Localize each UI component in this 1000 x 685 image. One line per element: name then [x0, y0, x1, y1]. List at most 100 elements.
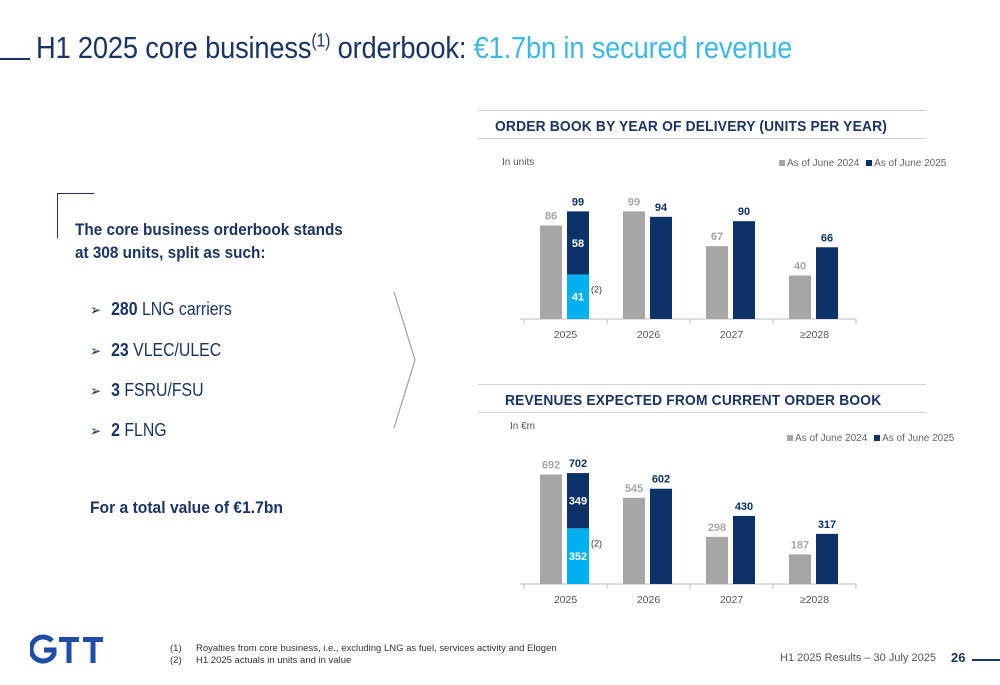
data-label-2025-actual: 41: [572, 292, 584, 304]
intro-bracket: [57, 193, 94, 238]
bullet-arrow-icon: ➢: [90, 423, 102, 440]
legend-label-2024: As of June 2024: [795, 433, 868, 444]
bar-2024: [540, 474, 562, 584]
bar-2024: [623, 497, 645, 584]
data-label-2025: 602: [652, 474, 670, 486]
footnote-ref-2: (2): [591, 538, 602, 548]
footnote-1: (1) Royalties from core business, i.e., e…: [170, 643, 557, 654]
chart-revenues-expected: 692 352 349 (2) 702 2025 545 602 2026 298 430 2027 1…: [520, 458, 857, 606]
data-label-2025: 94: [655, 202, 668, 214]
data-label-2024: 67: [711, 231, 723, 243]
total-value-text: For a total value of €1.7bn: [90, 498, 283, 517]
title-footnote-ref: (1): [311, 30, 331, 51]
footnote-ref-2: (2): [591, 284, 602, 294]
legend-swatch-2024: [787, 435, 793, 441]
bullet-number: 2: [111, 420, 120, 440]
bar-2025: [816, 533, 838, 584]
bullet-flng: ➢ 2 FLNG: [90, 420, 167, 441]
bar-2025-remaining: [567, 211, 589, 275]
bar-2024: [706, 246, 728, 319]
bullet-label: FLNG: [119, 420, 167, 440]
bullet-label: LNG carriers: [137, 299, 232, 319]
legend-swatch-2025: [866, 160, 873, 166]
footnote-2: (2) H1 2025 actuals in units and in value: [170, 655, 351, 666]
bar-2025-remaining: [567, 473, 589, 529]
bullet-arrow-icon: ➢: [90, 302, 102, 319]
bar-2024: [789, 554, 811, 584]
bullet-number: 3: [111, 380, 120, 400]
bar-2024: [540, 225, 562, 319]
x-tick-label: ≥2028: [800, 594, 829, 606]
data-label-2024: 692: [542, 460, 560, 472]
data-label-2025: 317: [818, 519, 836, 531]
bar-2025-actual: [567, 274, 589, 319]
data-label-2024: 545: [625, 483, 643, 495]
bar-2025: [816, 247, 838, 319]
title-accent: €1.7bn in secured revenue: [473, 30, 793, 65]
chart2-legend: As of June 2024 As of June 2025: [787, 433, 954, 444]
title-mid: orderbook:: [330, 30, 474, 65]
chart2-unit-label: In €m: [510, 421, 536, 432]
x-tick-label: 2025: [554, 594, 578, 606]
chart1-bottom-rule: [478, 138, 926, 139]
data-label-2025-remaining: 349: [569, 496, 587, 508]
chart1-legend: As of June 2024 As of June 2025: [779, 158, 946, 169]
x-tick-label: 2026: [637, 329, 661, 341]
x-tick-label: 2027: [720, 594, 744, 606]
gtt-logo: [30, 634, 103, 664]
page-title: H1 2025 core business(1) orderbook: €1.7…: [36, 30, 792, 66]
data-label-2024: 40: [794, 261, 806, 273]
bullet-label: VLEC/ULEC: [128, 340, 222, 360]
x-tick-label: 2027: [720, 329, 744, 341]
title-rule: [0, 58, 30, 60]
bar-2025: [733, 515, 755, 584]
footnote-number: (1): [170, 643, 182, 654]
bar-2024: [706, 536, 728, 584]
bar-2024: [623, 211, 645, 319]
chart-orderbook-units: 86 41 58 (2) 99 2025 99 94 2026 67 90 2027 40 66 ≥2028: [520, 196, 857, 341]
data-label-2024: 298: [708, 522, 726, 534]
legend-label-2024: As of June 2024: [787, 158, 860, 169]
data-label-2025: 702: [569, 458, 587, 470]
footnote-text: Royalties from core business, i.e., excl…: [196, 643, 557, 654]
x-tick-label: 2026: [637, 594, 661, 606]
bar-2025: [650, 216, 672, 319]
x-tick-label: 2025: [554, 329, 578, 341]
x-tick-label: ≥2028: [800, 329, 829, 341]
chevron-right-icon: [393, 291, 416, 429]
bullet-lng-carriers: ➢ 280 LNG carriers: [90, 299, 232, 320]
footnote-number: (2): [170, 655, 182, 666]
legend-swatch-2025: [874, 435, 881, 441]
intro-text: The core business orderbook stands at 30…: [75, 220, 343, 262]
chart1-top-rule: [478, 110, 926, 111]
bullet-arrow-icon: ➢: [90, 383, 102, 400]
bar-2024: [789, 275, 811, 319]
bullet-number: 23: [111, 340, 129, 360]
chart1-title: ORDER BOOK BY YEAR OF DELIVERY (UNITS PE…: [495, 118, 888, 135]
data-label-2024: 187: [791, 539, 809, 551]
data-label-2025: 66: [821, 232, 833, 244]
title-main: H1 2025 core business: [36, 30, 312, 65]
bullet-arrow-icon: ➢: [90, 343, 102, 360]
data-label-2024: 99: [628, 196, 640, 208]
bar-2025: [650, 488, 672, 584]
chart1-unit-label: In units: [502, 157, 535, 168]
data-label-2025: 430: [735, 501, 753, 513]
chart2-top-rule: [478, 384, 926, 385]
bar-2025-actual: [567, 528, 589, 584]
page-number-rule: [972, 659, 1000, 661]
chart2-bottom-rule: [478, 412, 926, 413]
footnote-text: H1 2025 actuals in units and in value: [196, 655, 352, 666]
data-label-2025-actual: 352: [569, 551, 587, 563]
bullet-vlec: ➢ 23 VLEC/ULEC: [90, 340, 221, 361]
data-label-2024: 86: [545, 211, 557, 223]
legend-label-2025: As of June 2025: [882, 433, 955, 444]
legend-label-2025: As of June 2025: [874, 158, 947, 169]
data-label-2025-remaining: 58: [572, 238, 584, 250]
bullet-label: FSRU/FSU: [119, 380, 204, 400]
legend-swatch-2024: [779, 160, 785, 166]
bar-2025: [733, 221, 755, 319]
bullet-number: 280: [111, 299, 138, 319]
footer-date: H1 2025 Results – 30 July 2025: [780, 652, 936, 664]
bullet-fsru: ➢ 3 FSRU/FSU: [90, 380, 204, 401]
